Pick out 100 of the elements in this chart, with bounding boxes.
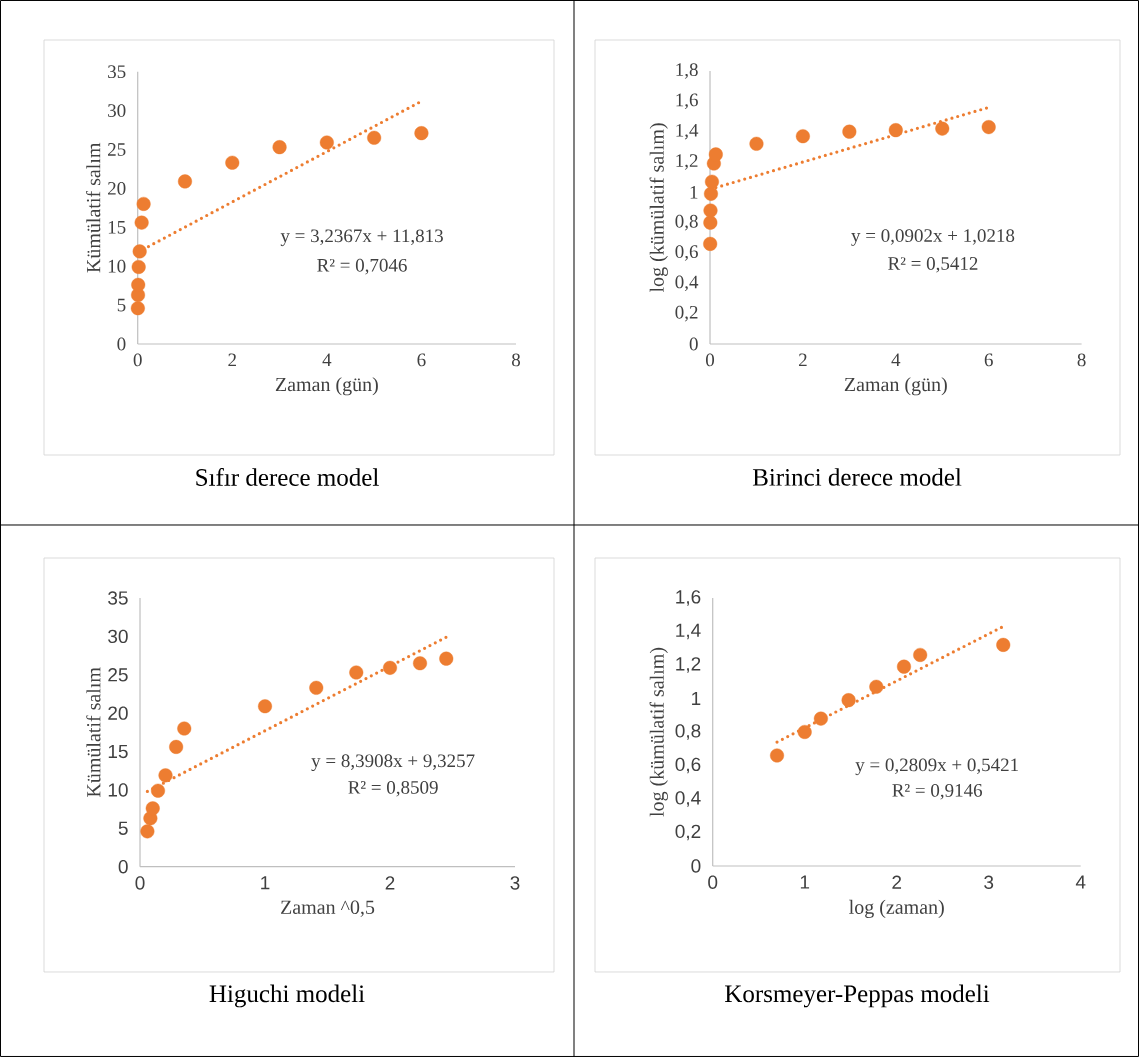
point <box>367 130 382 145</box>
y-tick-label: 15 <box>108 220 126 234</box>
point <box>151 783 166 798</box>
point <box>272 140 287 155</box>
text: Sıfır derece model <box>196 468 379 486</box>
point <box>841 693 856 708</box>
point <box>703 215 718 230</box>
y-axis-title: Kümülatif salım <box>86 142 101 273</box>
point <box>169 739 184 754</box>
point <box>134 215 149 230</box>
annotation: R² = 0,9146 <box>892 783 983 800</box>
x-tick-label: 0 <box>133 353 142 367</box>
x-axis-title: Zaman (gün) <box>844 377 947 396</box>
point <box>130 301 145 316</box>
y-tick-label: 5 <box>118 821 128 835</box>
y-tick-label: 0 <box>689 337 698 351</box>
point <box>896 659 911 674</box>
y-axis-title: Kümülatif salım <box>86 667 101 798</box>
y-tick-label: 1,2 <box>676 154 698 170</box>
y-tick-label: 1,4 <box>676 623 701 640</box>
point <box>981 120 996 135</box>
y-tick-label: 0 <box>691 859 701 873</box>
point <box>749 136 764 151</box>
y-tick-label: 0,4 <box>675 275 699 292</box>
x-tick-label: 2 <box>892 875 902 889</box>
y-tick-label: 0 <box>117 337 126 351</box>
x-tick-label: 1 <box>261 876 270 890</box>
x-tick-label: 3 <box>510 876 520 890</box>
point <box>439 651 454 666</box>
x-tick-label: 4 <box>322 353 332 367</box>
y-tick-label: 10 <box>108 783 128 797</box>
x-tick-label: 8 <box>511 353 521 367</box>
annotation: R² = 0,8509 <box>348 780 438 797</box>
point <box>258 699 273 714</box>
y-tick-label: 0,6 <box>675 757 701 774</box>
y-tick-label: 0,4 <box>675 791 701 807</box>
y-tick-label: 30 <box>108 629 128 644</box>
annotation: y = 8,3908x + 9,3257 <box>311 754 475 772</box>
y-tick-label: 30 <box>108 104 126 117</box>
annotation: R² = 0,7046 <box>317 258 407 275</box>
x-tick-label: 2 <box>385 876 395 890</box>
x-tick-label: 2 <box>228 353 236 367</box>
point <box>140 824 155 839</box>
point <box>145 801 160 816</box>
annotation: R² = 0,5412 <box>888 257 978 273</box>
y-tick-label: 35 <box>108 591 128 605</box>
point <box>413 656 428 671</box>
y-tick-label: 10 <box>108 259 126 273</box>
x-tick-label: 0 <box>705 353 715 367</box>
y-tick-label: 25 <box>108 143 126 156</box>
point <box>888 123 903 138</box>
y-tick-label: 1 <box>692 691 701 706</box>
point <box>414 126 429 141</box>
point <box>132 244 147 259</box>
y-tick-label: 1,2 <box>676 657 701 673</box>
point <box>913 647 928 662</box>
x-tick-label: 8 <box>1077 353 1086 367</box>
point <box>131 259 146 274</box>
y-tick-label: 25 <box>108 668 128 682</box>
point <box>349 665 364 680</box>
point <box>935 121 950 136</box>
point <box>309 680 324 695</box>
text: Korsmeyer-Peppas modeli <box>725 984 990 1008</box>
y-tick-label: 15 <box>108 744 128 759</box>
x-axis-title: Zaman ^0,5 <box>281 900 375 917</box>
annotation: y = 0,0902x + 1,0218 <box>851 229 1015 246</box>
y-tick-label: 35 <box>108 65 126 79</box>
x-tick-label: 4 <box>1075 875 1086 889</box>
y-tick-label: 1,6 <box>676 93 698 110</box>
y-tick-label: 0,8 <box>675 724 701 740</box>
y-tick-label: 0,2 <box>675 305 698 322</box>
x-axis-title: Zaman (gün) <box>275 377 378 396</box>
point <box>797 724 812 739</box>
y-tick-label: 1,4 <box>676 123 699 140</box>
point <box>319 135 334 150</box>
point <box>131 277 146 292</box>
text: Higuchi modeli <box>209 984 365 1008</box>
point <box>708 147 723 162</box>
point <box>842 124 857 139</box>
point <box>704 174 719 189</box>
point <box>996 637 1011 652</box>
point <box>225 155 240 170</box>
point <box>703 203 718 218</box>
point <box>383 660 398 675</box>
y-tick-label: 5 <box>117 298 126 312</box>
point <box>703 236 718 251</box>
point <box>703 186 718 201</box>
y-tick-label: 1 <box>690 186 698 199</box>
text: Birinci derece model <box>752 468 962 486</box>
point <box>869 679 884 694</box>
y-axis-title: log (kümülatif salım) <box>649 647 668 817</box>
x-axis-title: log (zaman) <box>849 899 944 918</box>
x-tick-label: 0 <box>708 875 718 889</box>
y-tick-label: 20 <box>108 706 128 720</box>
y-tick-label: 1,8 <box>676 63 698 79</box>
y-tick-label: 0,8 <box>675 214 698 231</box>
x-tick-label: 3 <box>984 875 994 889</box>
y-tick-label: 0 <box>118 859 128 874</box>
x-tick-label: 4 <box>891 353 901 367</box>
x-tick-label: 1 <box>800 875 810 889</box>
